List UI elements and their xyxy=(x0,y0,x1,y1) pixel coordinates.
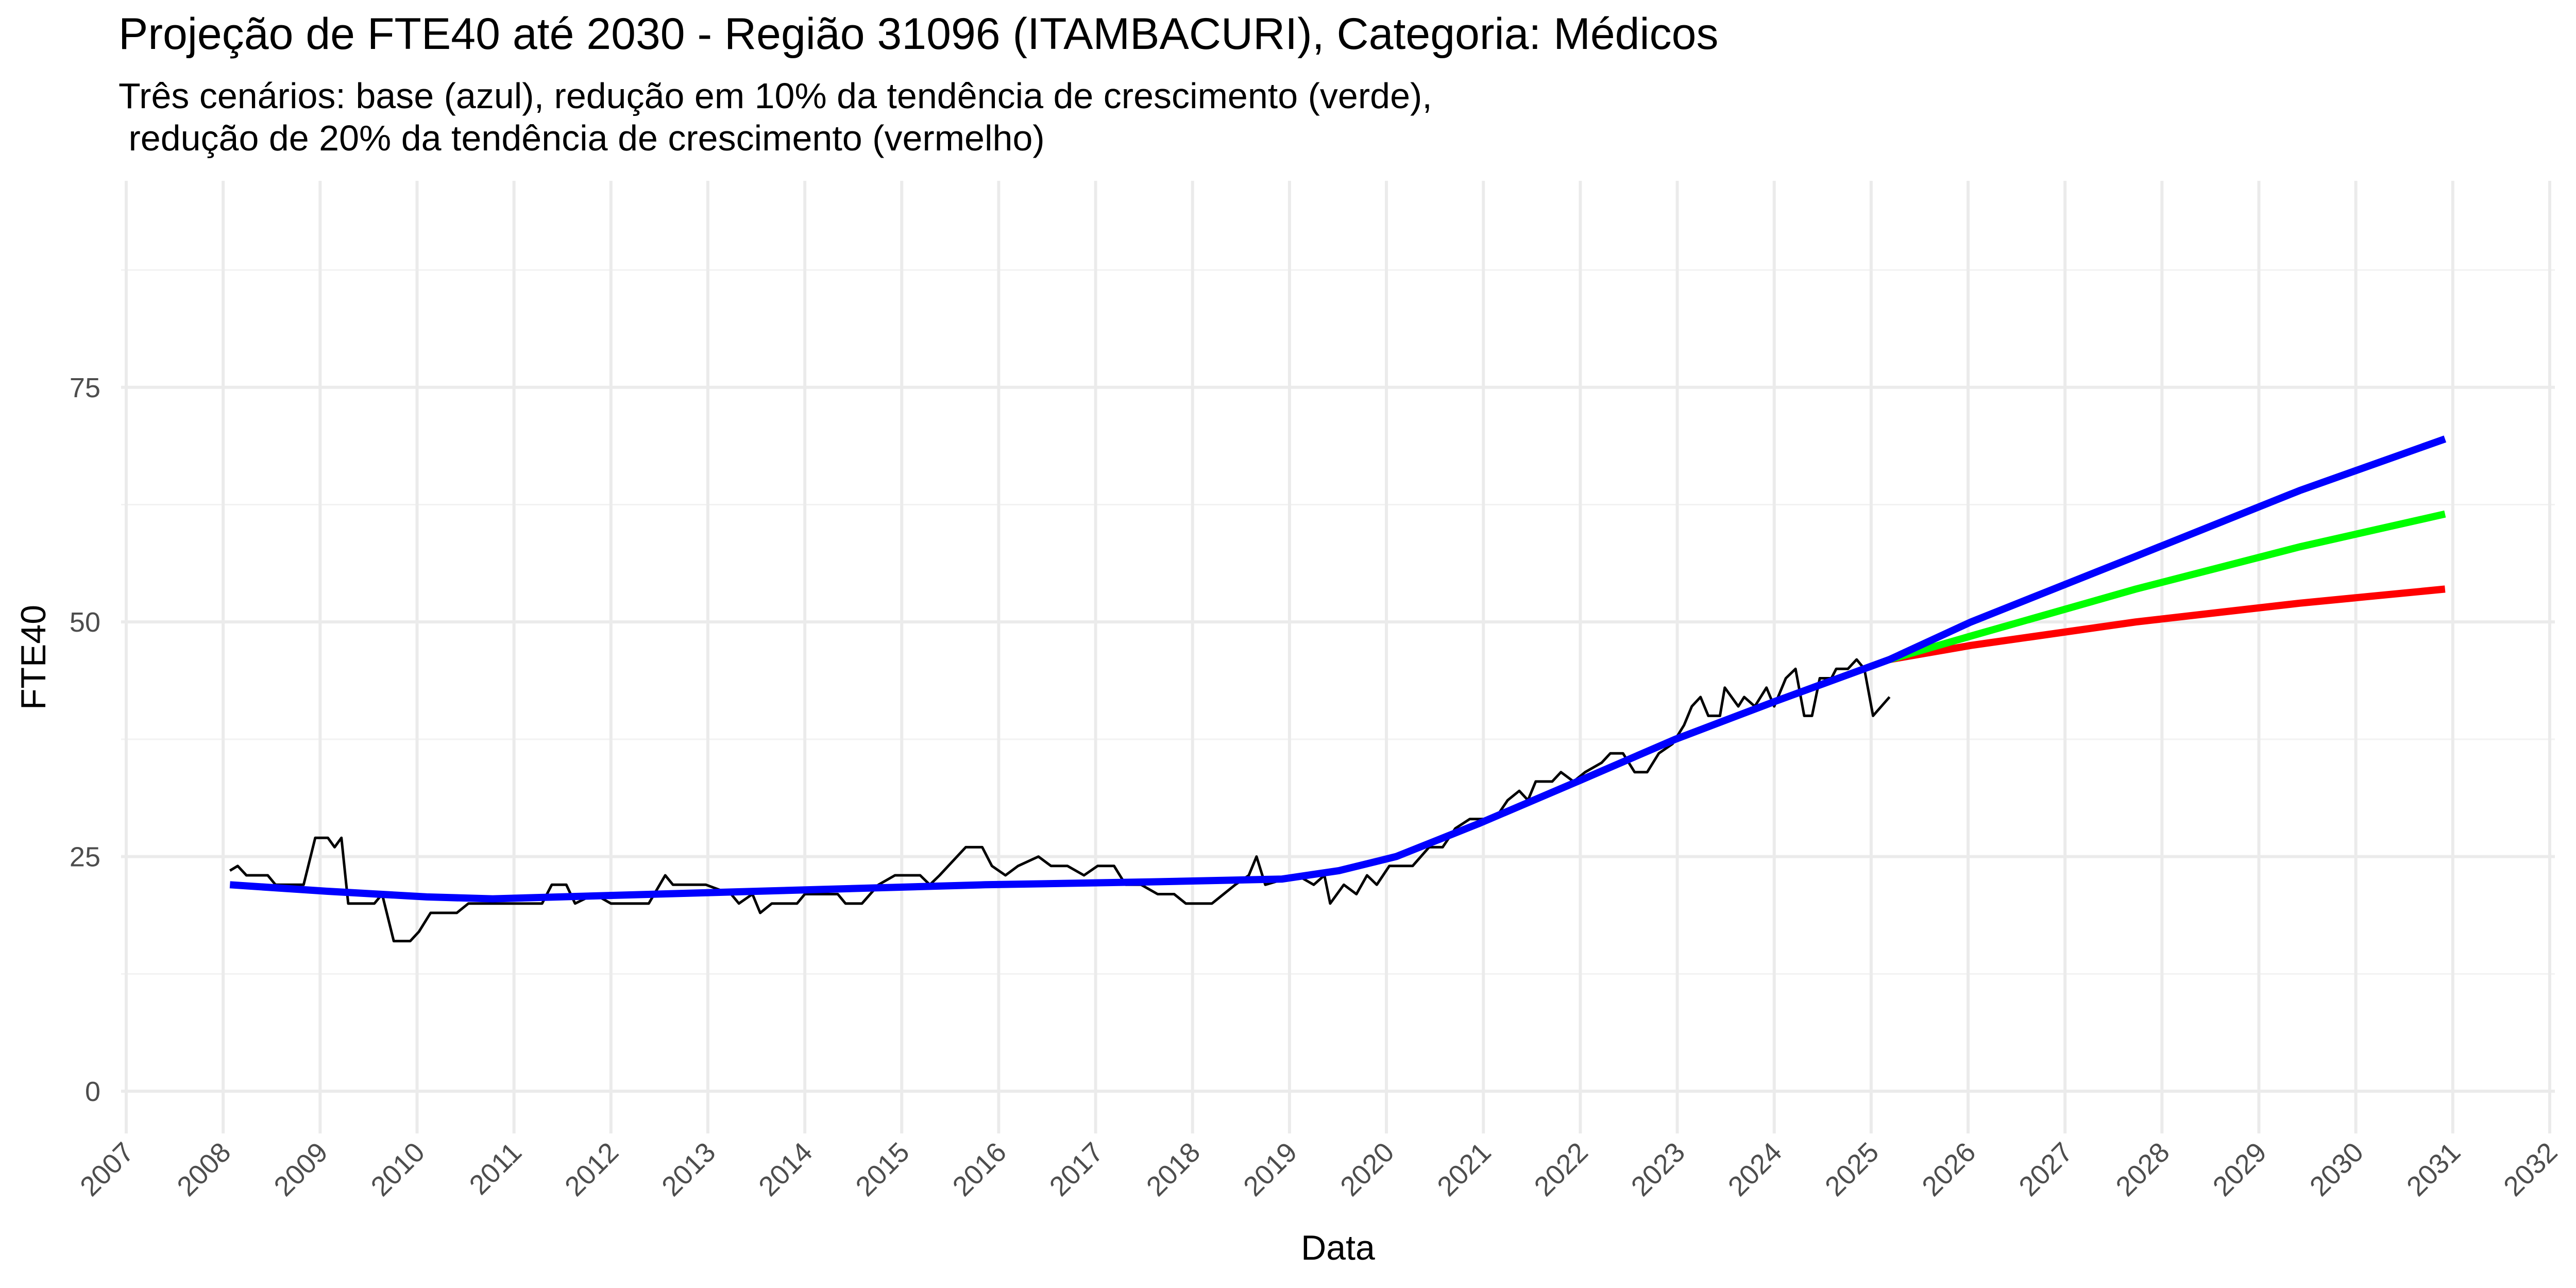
y-tick-label: 50 xyxy=(70,607,100,638)
series-line xyxy=(229,435,2447,903)
grid xyxy=(121,181,2555,1133)
y-tick-label: 75 xyxy=(70,372,100,403)
x-axis-title: Data xyxy=(1301,1228,1375,1267)
chart-subtitle: Três cenários: base (azul), redução em 1… xyxy=(118,76,1432,116)
chart-title: Projeção de FTE40 até 2030 - Região 3109… xyxy=(118,9,1718,59)
series-line xyxy=(1889,585,2446,663)
y-tick-label: 0 xyxy=(85,1076,100,1107)
y-tick-label: 25 xyxy=(70,842,100,873)
series-line xyxy=(229,658,1891,943)
y-axis-title: FTE40 xyxy=(14,605,53,710)
chart-subtitle: redução de 20% da tendência de crescimen… xyxy=(118,118,1045,158)
plot-lines xyxy=(229,435,2447,943)
series-line xyxy=(1888,510,2446,663)
